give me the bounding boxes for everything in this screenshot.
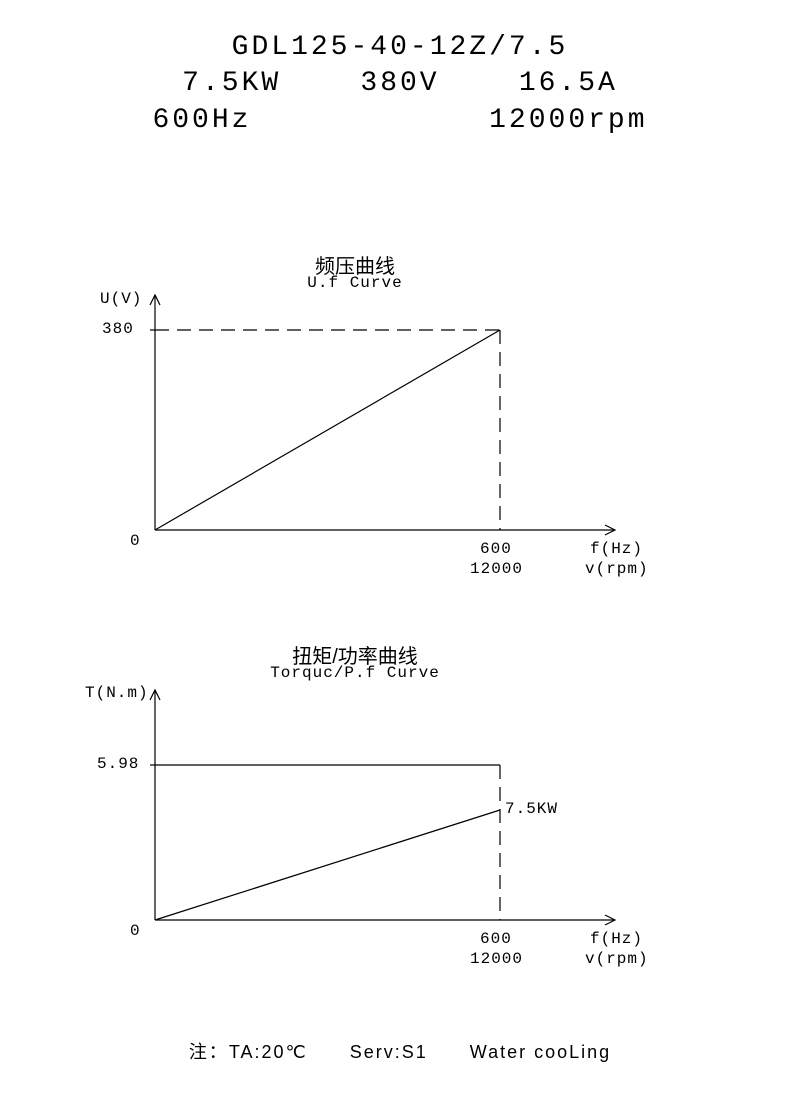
rpm-spec: 12000rpm (489, 105, 647, 136)
frequency-spec: 600Hz (152, 105, 251, 136)
chart2-svg (0, 640, 800, 990)
note-prefix: 注： (189, 1042, 229, 1062)
spec-header: GDL125-40-12Z/7.5 7.5KW 380V 16.5A 600Hz… (0, 0, 800, 139)
chart1-svg (0, 250, 800, 600)
note-serv: Serv:S1 (350, 1042, 428, 1062)
spec-line-3: 600Hz 12000rpm (0, 103, 800, 139)
footer-notes: 注：TA:20℃ Serv:S1 Water cooLing (0, 1038, 800, 1064)
model-number: GDL125-40-12Z/7.5 (0, 30, 800, 66)
note-cooling: Water cooLing (470, 1042, 611, 1062)
voltage-spec: 380V (360, 68, 439, 99)
current-spec: 16.5A (519, 68, 618, 99)
note-temp: TA:20℃ (229, 1042, 308, 1062)
power-spec: 7.5KW (182, 68, 281, 99)
spec-line-2: 7.5KW 380V 16.5A (0, 66, 800, 102)
